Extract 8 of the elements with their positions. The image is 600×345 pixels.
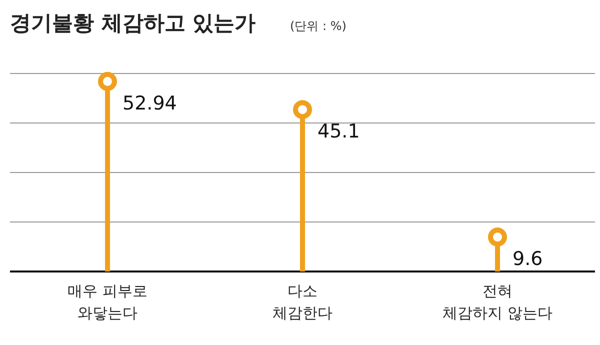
x-tick-label: 다소 체감한다	[272, 282, 332, 322]
x-tick-label: 전혀 체감하지 않는다	[442, 282, 552, 322]
chart-subtitle: (단위 : %)	[290, 19, 346, 33]
data-label: 45.1	[318, 120, 360, 143]
chart-title: 경기불황 체감하고 있는가	[10, 11, 256, 35]
data-label: 52.94	[122, 92, 177, 114]
data-label: 9.6	[512, 248, 543, 270]
x-tick-label: 매우 피부로 와닿는다	[68, 282, 148, 322]
